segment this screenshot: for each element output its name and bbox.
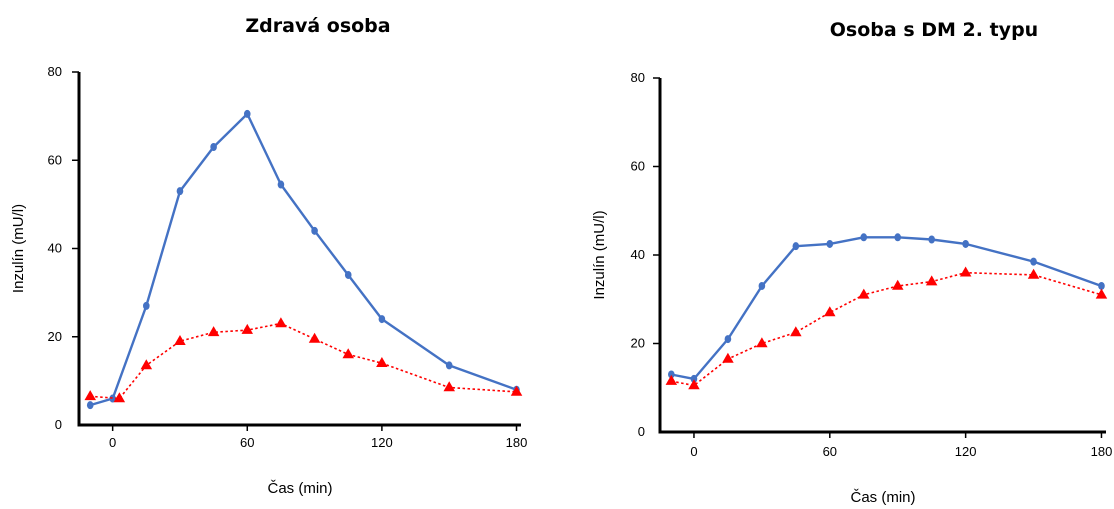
x-tick-label: 0 — [109, 435, 116, 450]
y-tick-label: 20 — [48, 329, 62, 344]
x-tick-label: 60 — [240, 435, 254, 450]
data-point-circle — [928, 235, 935, 244]
chart-1: Zdravá osoba 0 20 40 60 80 0 60 120 180 Inzulín (m… — [10, 15, 527, 497]
x-tick-label: 0 — [690, 444, 697, 459]
data-point-circle — [109, 394, 116, 403]
data-point-triangle — [342, 348, 354, 359]
chart-2: Osoba s DM 2. typu 0 20 40 60 80 0 60 120 180 Inzu… — [591, 19, 1112, 506]
x-tick-label: 120 — [955, 444, 977, 459]
y-tick-label: 20 — [631, 336, 645, 351]
data-point-triangle — [858, 288, 870, 299]
data-point-triangle — [84, 390, 96, 401]
data-point-triangle — [1027, 268, 1040, 279]
data-point-triangle — [140, 359, 153, 370]
x-axis-title: Čas (min) — [850, 489, 915, 506]
data-point-circle — [277, 180, 285, 189]
data-point-circle — [176, 187, 184, 196]
data-point-triangle — [824, 306, 836, 317]
data-point-triangle — [790, 326, 802, 337]
data-point-circle — [860, 233, 868, 242]
y-tick-label: 0 — [55, 417, 62, 432]
data-point-circle — [1098, 281, 1105, 290]
data-point-circle — [86, 401, 94, 410]
data-point-triangle — [275, 317, 287, 328]
data-point-triangle — [113, 392, 126, 403]
data-point-triangle — [722, 352, 734, 363]
y-tick-label: 80 — [48, 64, 62, 79]
y-tick-label: 0 — [638, 424, 645, 439]
data-point-triangle — [207, 326, 220, 337]
x-axis-title: Čas (min) — [267, 480, 332, 497]
data-point-triangle — [665, 374, 678, 385]
data-point-circle — [445, 361, 453, 370]
x-tick-label: 180 — [1091, 444, 1113, 459]
data-point-circle — [344, 270, 352, 279]
y-tick-label: 40 — [631, 247, 645, 262]
series-line-1 — [671, 236, 1102, 381]
data-point-triangle — [510, 385, 523, 396]
y-axis-title: Inzulín (mU/l) — [10, 204, 27, 293]
series-line-2 — [671, 271, 1102, 387]
data-point-circle — [668, 370, 675, 379]
chart-title: Zdravá osoba — [245, 15, 390, 37]
x-tick-label: 60 — [823, 444, 837, 459]
y-tick-label: 80 — [631, 70, 645, 85]
data-point-triangle — [1095, 288, 1108, 299]
y-axis-title: Inzulín (mU/l) — [591, 210, 608, 299]
data-point-triangle — [756, 337, 768, 348]
x-tick-label: 180 — [506, 435, 528, 450]
x-tick-label: 120 — [371, 435, 393, 450]
data-point-triangle — [376, 357, 388, 367]
data-point-circle — [792, 242, 800, 251]
data-point-triangle — [443, 381, 455, 392]
data-point-circle — [243, 109, 251, 118]
data-point-triangle — [241, 323, 253, 334]
data-point-circle — [894, 233, 902, 242]
data-point-circle — [962, 239, 969, 248]
data-point-triangle — [925, 275, 938, 286]
y-tick-label: 60 — [48, 152, 62, 167]
y-tick-label: 60 — [631, 159, 645, 174]
data-point-triangle — [688, 379, 700, 390]
data-point-triangle — [174, 335, 186, 345]
data-point-circle — [826, 239, 834, 248]
data-point-triangle — [959, 266, 972, 277]
data-point-circle — [724, 335, 732, 344]
data-point-circle — [210, 143, 217, 152]
chart-title: Osoba s DM 2. typu — [830, 19, 1038, 41]
series-line-1 — [89, 112, 517, 407]
data-point-triangle — [892, 279, 904, 290]
data-point-circle — [378, 315, 386, 324]
data-point-circle — [1030, 257, 1037, 266]
data-point-circle — [758, 281, 766, 290]
data-point-circle — [143, 301, 150, 310]
series-line-2 — [90, 322, 517, 400]
data-point-circle — [311, 226, 318, 235]
data-point-circle — [690, 374, 698, 383]
y-tick-label: 40 — [48, 241, 62, 256]
data-point-triangle — [308, 332, 321, 343]
